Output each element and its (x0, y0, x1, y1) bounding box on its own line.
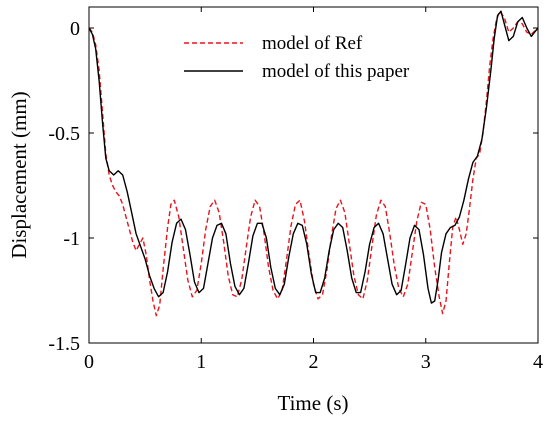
tick-layer: 0 1 2 3 4 0 -0.5 -1 -1.5 (48, 7, 543, 373)
legend: model of Ref model of this paper (184, 33, 410, 82)
legend-label-2: model of this paper (262, 61, 410, 82)
y-tick-label: -0.5 (48, 123, 80, 145)
y-tick-label: -1.5 (48, 333, 80, 355)
x-axis-title: Time (s) (278, 391, 349, 415)
y-tick-label: 0 (70, 18, 80, 40)
y-tick-label: -1 (63, 228, 80, 250)
x-tick-label: 0 (84, 351, 94, 373)
legend-label-1: model of Ref (262, 33, 363, 54)
x-tick-label: 2 (309, 351, 319, 373)
y-axis-title: Displacement (mm) (7, 91, 31, 258)
series-line-2 (88, 10, 539, 304)
x-tick-label: 1 (196, 351, 206, 373)
x-tick-label: 4 (533, 351, 543, 373)
x-tick-label: 3 (421, 351, 431, 373)
series-layer (88, 10, 539, 317)
